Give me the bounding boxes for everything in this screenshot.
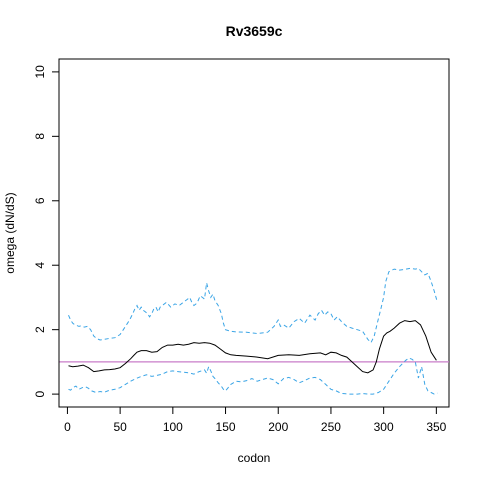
x-tick-label: 200: [268, 420, 288, 434]
x-tick-label: 50: [113, 420, 127, 434]
y-axis: 0 2 4 6 8 10: [33, 65, 60, 397]
x-tick-label: 150: [216, 420, 236, 434]
plot-frame: [58, 58, 450, 408]
y-tick-label: 2: [33, 326, 47, 333]
y-tick-label: 8: [33, 133, 47, 140]
series-line-estimate: [68, 320, 437, 374]
y-tick-label: 6: [33, 197, 47, 204]
x-axis-label: codon: [238, 451, 271, 465]
x-tick-label: 300: [374, 420, 394, 434]
y-tick-label: 10: [33, 65, 47, 79]
x-tick-label: 350: [426, 420, 446, 434]
x-tick-label: 250: [321, 420, 341, 434]
series-line-upper: [68, 267, 438, 344]
y-tick-label: 4: [33, 262, 47, 269]
chart-title: Rv3659c: [226, 23, 283, 39]
series-line-lower: [68, 357, 438, 395]
x-tick-label: 100: [163, 420, 183, 434]
x-axis: 0 50 100 150 200 250 300 350: [64, 406, 447, 434]
y-tick-label: 0: [33, 390, 47, 397]
x-tick-label: 0: [64, 420, 71, 434]
series-group: [68, 267, 438, 395]
y-axis-label: omega (dN/dS): [3, 192, 17, 273]
